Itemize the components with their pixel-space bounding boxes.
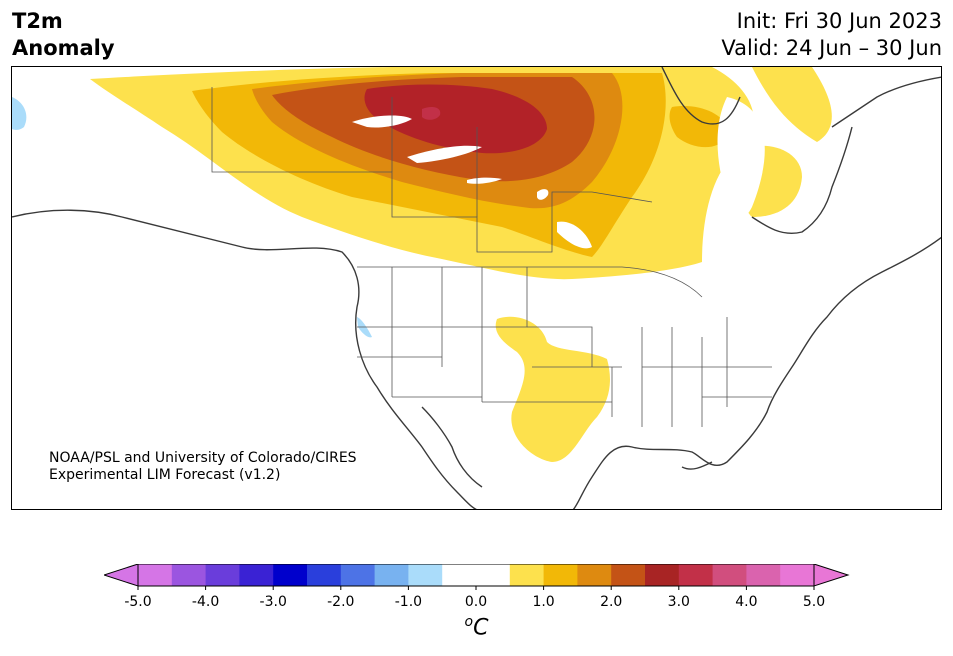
colorbar-swatch — [645, 564, 680, 586]
colorbar-tick-label: -5.0 — [124, 594, 151, 610]
anomaly-band-6c — [422, 107, 441, 120]
colorbar-swatch — [171, 564, 207, 586]
colorbar-swatch — [138, 564, 173, 586]
colorbar-swatch — [307, 564, 342, 586]
colorbar: -5.0 -4.0 -3.0 -2.0 -1.0 0.0 1.0 2.0 3.0 4.0 5.0 — [104, 564, 850, 610]
colorbar-min-arrow — [104, 564, 139, 587]
lake — [557, 221, 592, 249]
colorbar-swatch — [476, 564, 511, 586]
anomaly-band-1c-greenland — [752, 67, 832, 142]
colorbar-tick-label: -3.0 — [260, 594, 287, 610]
valid-range: Valid: 24 Jun – 30 Jun — [721, 36, 942, 60]
lake — [407, 145, 482, 163]
map-title: T2m Anomaly — [12, 8, 115, 62]
colorbar-tick-label: 2.0 — [600, 594, 622, 610]
lake — [537, 189, 549, 200]
colorbar-swatch — [577, 564, 612, 586]
colorbar-tick-label: -1.0 — [395, 594, 422, 610]
init-date: Init: Fri 30 Jun 2023 — [736, 9, 942, 33]
credit-line-2: Experimental LIM Forecast (v1.2) — [49, 467, 281, 483]
colorbar-tick-label: -4.0 — [192, 594, 219, 610]
colorbar-swatch — [239, 564, 274, 586]
colorbar-swatch — [543, 564, 578, 586]
anomaly-map — [11, 66, 942, 510]
colorbar-tick-label: 4.0 — [735, 594, 757, 610]
colorbar-tick-label: -2.0 — [327, 594, 354, 610]
title-line-2: Anomaly — [12, 36, 115, 60]
title-line-1: T2m — [12, 9, 63, 33]
colorbar-unit-label: C — [473, 615, 489, 641]
colorbar-tick-label: 0.0 — [465, 594, 487, 610]
colorbar-swatch — [611, 564, 646, 586]
coastlines — [12, 67, 941, 509]
colorbar-tick-label: 1.0 — [532, 594, 554, 610]
anomaly-band-neg1c-west — [12, 97, 27, 130]
map-canvas — [12, 67, 941, 509]
colorbar-swatch — [780, 564, 815, 586]
colorbar-unit: oC — [0, 614, 953, 640]
credit-text: NOAA/PSL and University of Colorado/CIRE… — [49, 450, 357, 484]
colorbar-tick-label: 5.0 — [803, 594, 825, 610]
lake — [352, 115, 412, 128]
colorbar-swatch — [205, 564, 240, 586]
colorbar-swatch — [374, 564, 409, 586]
colorbar-tick-label: 3.0 — [668, 594, 690, 610]
colorbar-swatch — [712, 564, 747, 586]
anomaly-band-2c-east — [669, 106, 728, 148]
colorbar-swatch — [509, 564, 545, 586]
hudson-bay — [717, 97, 765, 218]
colorbar-swatch — [273, 564, 308, 586]
lake — [467, 177, 502, 184]
credit-line-1: NOAA/PSL and University of Colorado/CIRE… — [49, 450, 357, 466]
colorbar-swatch — [442, 564, 477, 586]
anomaly-band-1c-southwest — [495, 316, 610, 462]
colorbar-swatch — [746, 564, 781, 586]
colorbar-unit-degree: o — [464, 614, 474, 630]
colorbar-max-arrow — [813, 564, 850, 587]
political-borders — [211, 87, 772, 427]
colorbar-swatch — [408, 564, 443, 586]
colorbar-swatch — [340, 564, 376, 586]
colorbar-swatch — [678, 564, 714, 586]
anomaly-band-5c — [364, 84, 547, 154]
forecast-dates: Init: Fri 30 Jun 2023 Valid: 24 Jun – 30… — [721, 8, 942, 62]
